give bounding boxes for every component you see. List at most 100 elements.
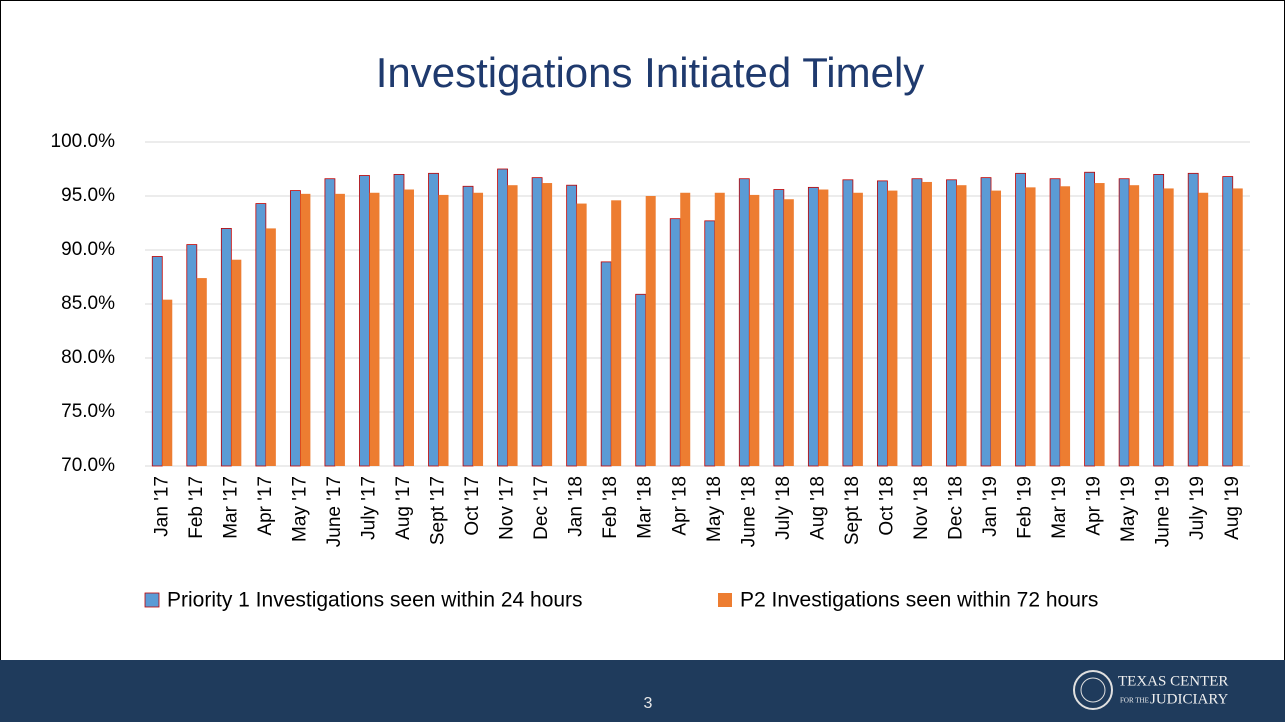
y-tick-label: 70.0% bbox=[61, 455, 115, 476]
x-tick-label: May '19 bbox=[1118, 476, 1139, 542]
bar bbox=[911, 178, 923, 467]
bar bbox=[714, 192, 725, 466]
logo-text: JUDICIARY bbox=[1150, 691, 1229, 707]
page-number: 3 bbox=[644, 695, 653, 712]
x-tick-label: Apr '19 bbox=[1084, 476, 1105, 536]
legend-swatch bbox=[718, 593, 732, 607]
bar bbox=[749, 194, 760, 467]
bar bbox=[196, 278, 207, 466]
bar bbox=[946, 179, 957, 467]
x-tick-label: Nov '17 bbox=[497, 476, 518, 540]
bar bbox=[704, 220, 716, 467]
x-tick-label: Aug '18 bbox=[807, 476, 828, 540]
x-tick-label: Apr '18 bbox=[669, 476, 690, 536]
bar bbox=[334, 193, 345, 466]
bar bbox=[852, 192, 863, 466]
bar bbox=[1060, 186, 1071, 466]
bar bbox=[1118, 178, 1130, 467]
x-tick-label: May '17 bbox=[289, 476, 310, 542]
legend-label: P2 Investigations seen within 72 hours bbox=[740, 589, 1098, 612]
x-tick-label: Aug '19 bbox=[1222, 476, 1243, 540]
x-tick-label: Mar '19 bbox=[1049, 476, 1070, 539]
y-tick-label: 85.0% bbox=[61, 293, 115, 314]
bar bbox=[738, 178, 750, 467]
bar bbox=[576, 203, 587, 466]
bar bbox=[497, 168, 508, 467]
bar bbox=[1094, 183, 1105, 467]
bar bbox=[186, 244, 198, 467]
bar bbox=[1222, 176, 1234, 467]
bar bbox=[1129, 185, 1140, 466]
bar bbox=[324, 178, 336, 467]
bar bbox=[151, 256, 163, 467]
footer-band bbox=[0, 660, 1285, 722]
bar bbox=[956, 185, 967, 466]
bar bbox=[611, 200, 622, 466]
bar bbox=[473, 192, 484, 466]
y-tick-label: 90.0% bbox=[61, 239, 115, 260]
bar bbox=[403, 189, 414, 466]
bar bbox=[818, 189, 829, 466]
bar bbox=[289, 190, 301, 467]
x-tick-label: Feb '17 bbox=[186, 476, 207, 539]
bar bbox=[842, 179, 854, 467]
x-tick-label: Jan '17 bbox=[151, 476, 172, 537]
bar bbox=[255, 203, 267, 467]
legend-swatch bbox=[144, 592, 160, 608]
x-tick-label: Jan '19 bbox=[980, 476, 1001, 537]
y-tick-label: 80.0% bbox=[61, 347, 115, 368]
bar bbox=[462, 185, 474, 467]
x-tick-label: July '17 bbox=[358, 476, 379, 540]
x-tick-label: Aug '17 bbox=[393, 476, 414, 540]
bar bbox=[1049, 178, 1061, 467]
bar bbox=[773, 189, 785, 467]
x-tick-label: Nov '18 bbox=[911, 476, 932, 540]
bar bbox=[438, 194, 449, 467]
bar bbox=[507, 185, 518, 466]
x-tick-label: Apr '17 bbox=[255, 476, 276, 536]
x-tick-label: Dec '18 bbox=[946, 476, 967, 540]
bar bbox=[783, 199, 794, 467]
x-tick-label: Sept '18 bbox=[842, 476, 863, 545]
bar bbox=[220, 227, 232, 467]
bar bbox=[542, 183, 553, 467]
bar bbox=[300, 193, 311, 466]
x-tick-label: June '19 bbox=[1153, 476, 1174, 547]
bar bbox=[1015, 172, 1026, 467]
bar bbox=[1232, 188, 1243, 466]
x-tick-label: Oct '18 bbox=[876, 476, 897, 536]
x-tick-label: Sept '17 bbox=[428, 476, 449, 545]
y-tick-label: 95.0% bbox=[61, 185, 115, 206]
bar bbox=[428, 172, 439, 467]
logo-text: TEXAS CENTER bbox=[1118, 673, 1228, 689]
bar bbox=[921, 181, 932, 466]
bar bbox=[162, 299, 173, 466]
x-tick-label: Mar '17 bbox=[220, 476, 241, 539]
bar bbox=[980, 177, 992, 467]
logo-seal-inner bbox=[1080, 677, 1106, 703]
x-tick-label: Jan '18 bbox=[566, 476, 587, 537]
logo-seal bbox=[1073, 670, 1113, 710]
bar bbox=[231, 259, 242, 466]
x-tick-label: Feb '18 bbox=[600, 476, 621, 539]
x-tick-label: Feb '19 bbox=[1015, 476, 1036, 539]
x-tick-label: June '18 bbox=[738, 476, 759, 547]
bar bbox=[1198, 192, 1209, 466]
legend-label: Priority 1 Investigations seen within 24… bbox=[167, 589, 583, 612]
bar bbox=[669, 218, 681, 467]
bar bbox=[991, 190, 1002, 466]
x-tick-label: Mar '18 bbox=[635, 476, 656, 539]
bar bbox=[680, 192, 691, 466]
bar bbox=[1084, 171, 1096, 467]
logo-text: FOR THE bbox=[1120, 697, 1149, 705]
bar bbox=[635, 293, 647, 467]
bar bbox=[531, 177, 543, 467]
bar bbox=[359, 175, 370, 467]
bar bbox=[807, 186, 819, 467]
x-tick-label: May '18 bbox=[704, 476, 725, 542]
bar bbox=[393, 173, 405, 467]
y-tick-label: 100.0% bbox=[51, 131, 116, 152]
bar bbox=[600, 261, 612, 467]
bar bbox=[877, 180, 888, 467]
